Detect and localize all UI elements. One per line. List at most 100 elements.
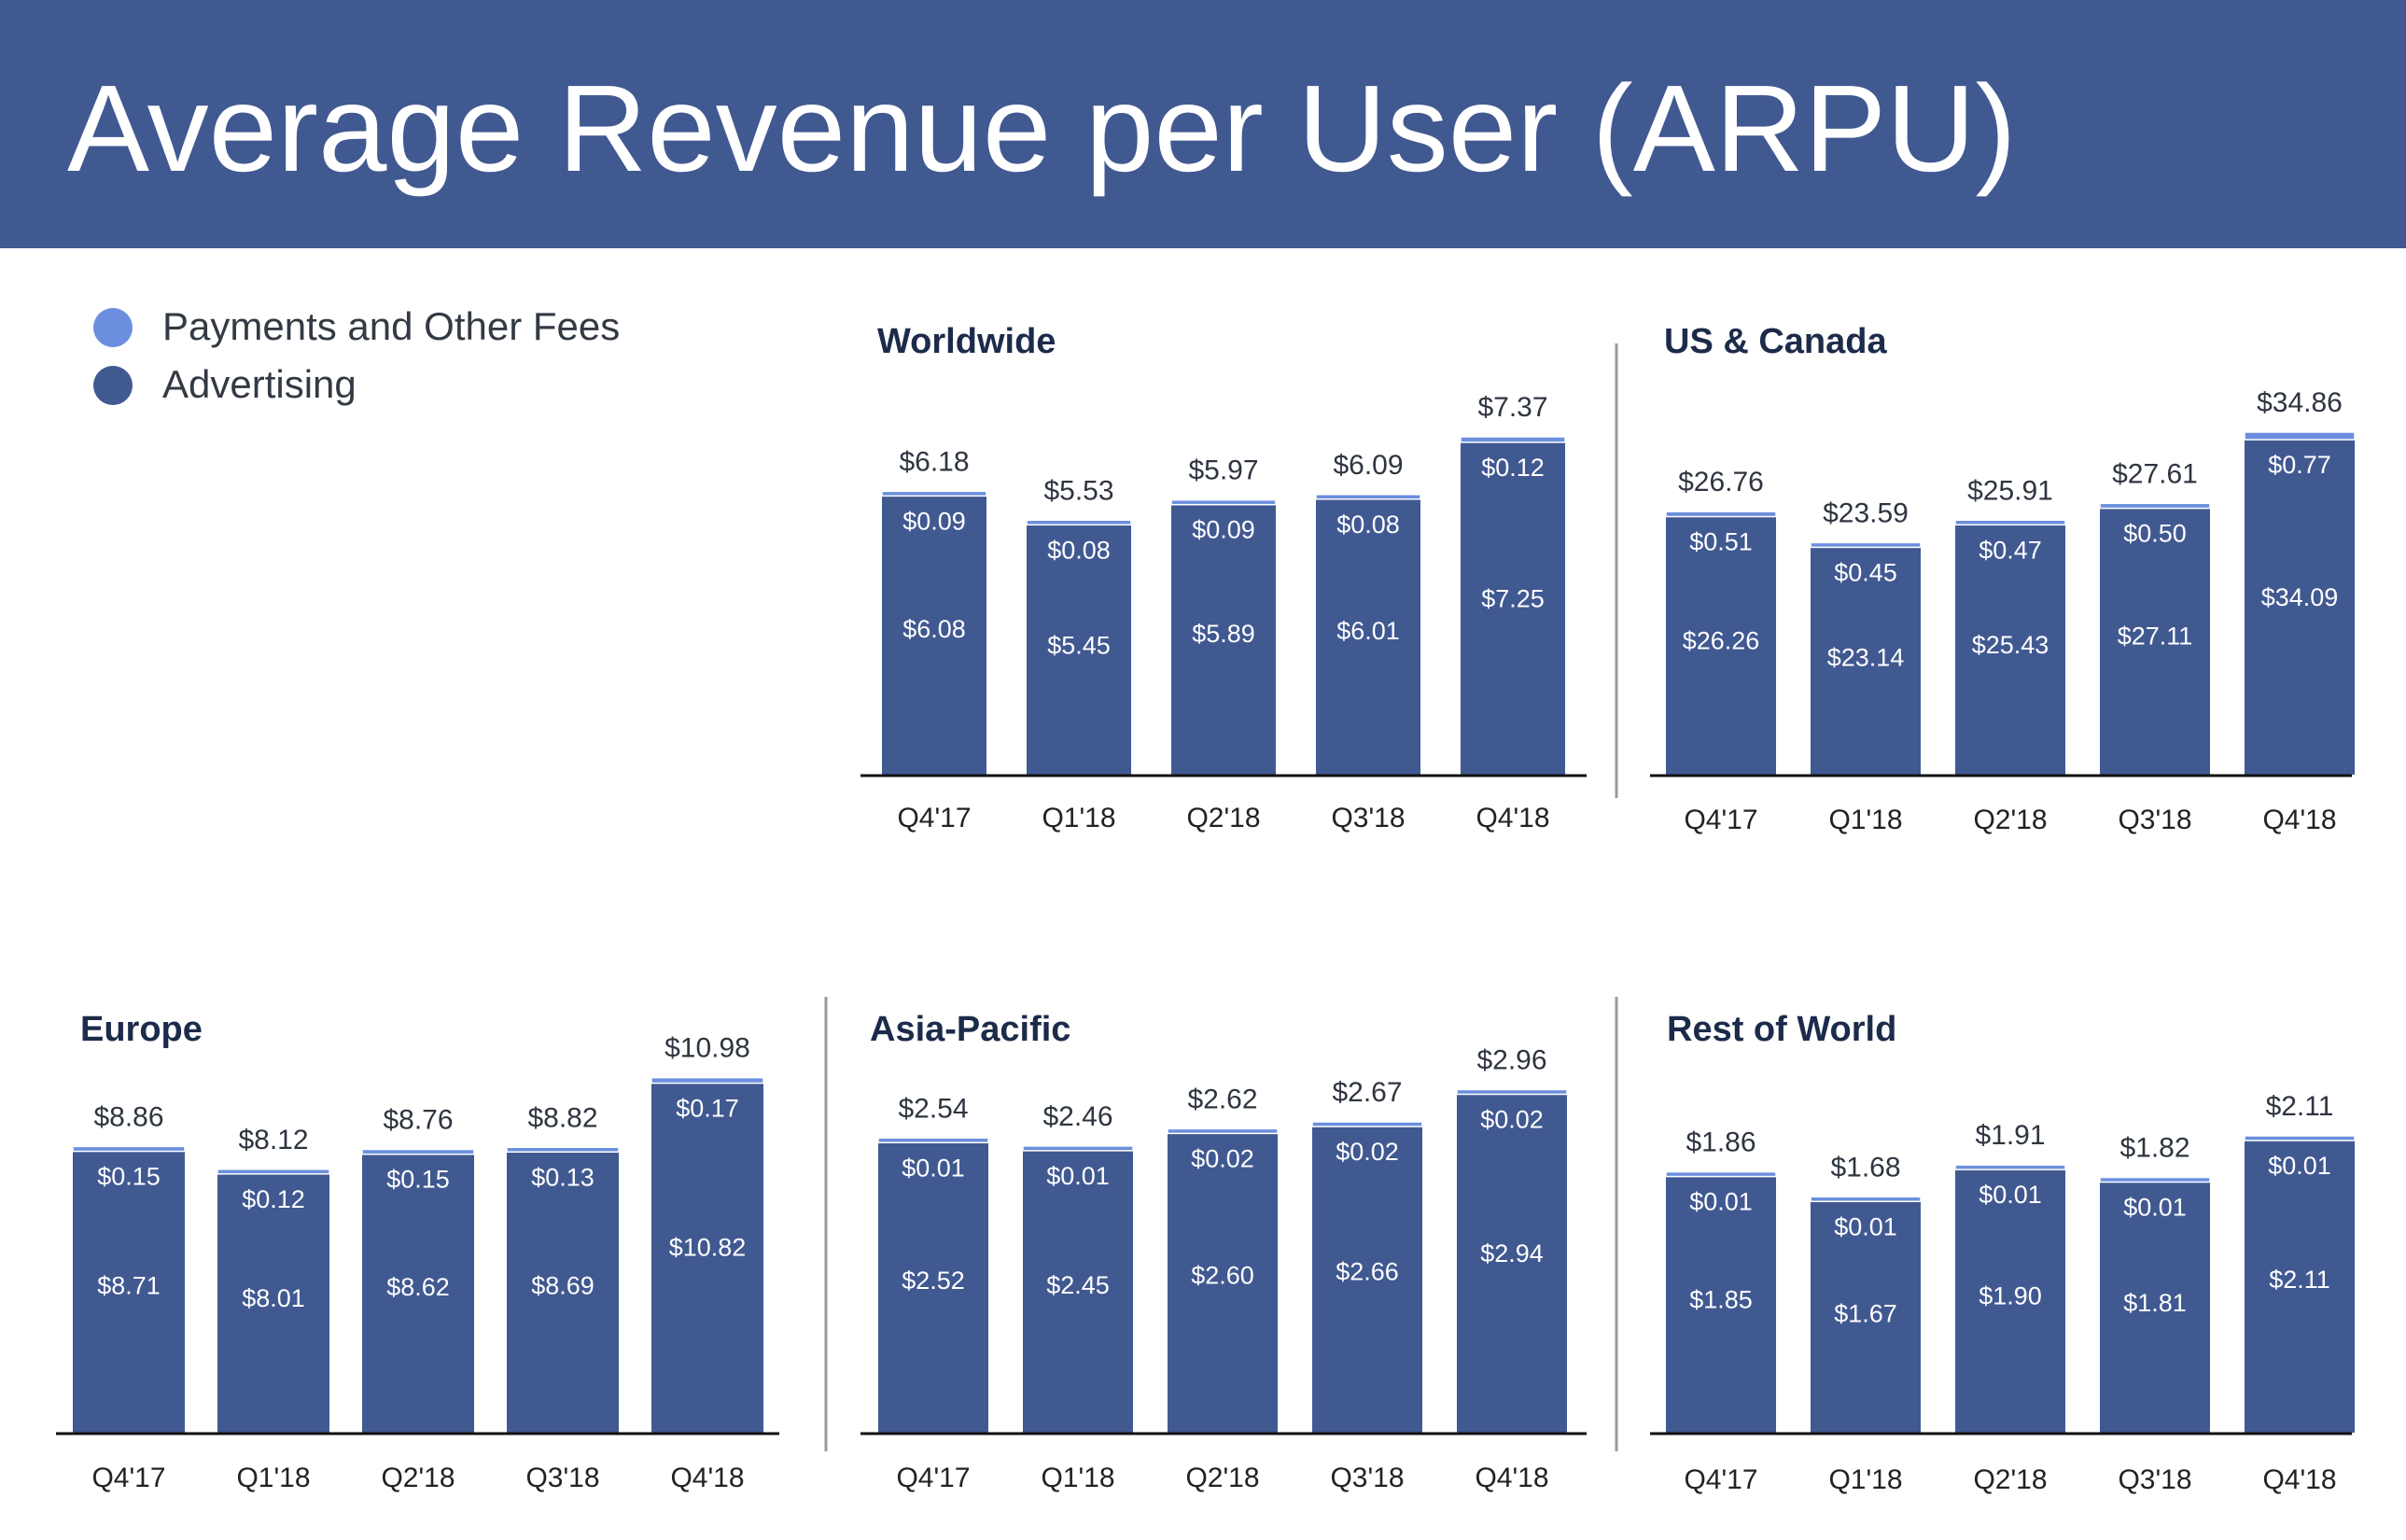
europe-payments-label-2: $0.12	[242, 1185, 305, 1213]
us-canada-advertising-label-4: $27.11	[2118, 622, 2193, 650]
us-canada-bar-advertising-4	[2100, 508, 2210, 775]
worldwide-advertising-label-5: $7.25	[1481, 585, 1545, 613]
rest-of-world-bar-payments-4	[2099, 1176, 2211, 1183]
europe-total-label-4: $8.82	[527, 1102, 597, 1133]
worldwide-bar-payments-4	[1315, 494, 1421, 500]
us-canada-payments-label-2: $0.45	[1834, 558, 1897, 586]
europe-payments-label-5: $0.17	[676, 1095, 739, 1123]
asia-pacific-bar-payments-4	[1311, 1121, 1423, 1127]
legend-dot-payments	[93, 308, 133, 347]
asia-pacific-total-label-3: $2.62	[1187, 1084, 1257, 1114]
asia-pacific-tick-label-3: Q2'18	[1185, 1463, 1259, 1493]
europe-total-label-3: $8.76	[383, 1104, 453, 1135]
europe-total-label-1: $8.86	[93, 1101, 163, 1132]
us-canada-payments-label-1: $0.51	[1689, 528, 1753, 556]
europe-advertising-label-4: $8.69	[531, 1272, 595, 1300]
rest-of-world-payments-label-3: $0.01	[1979, 1181, 2042, 1209]
europe-bar-advertising-2	[217, 1173, 329, 1433]
us-canada-total-label-5: $34.86	[2257, 387, 2343, 418]
asia-pacific-bar-advertising-1	[878, 1142, 988, 1433]
asia-pacific-payments-label-5: $0.02	[1480, 1105, 1544, 1133]
europe-advertising-label-5: $10.82	[669, 1233, 747, 1261]
worldwide-bar-advertising-5	[1461, 441, 1565, 775]
europe-tick-label-1: Q4'17	[91, 1463, 165, 1493]
asia-pacific-bar-advertising-5	[1457, 1094, 1567, 1433]
asia-pacific-bar-advertising-3	[1168, 1133, 1278, 1433]
europe-bar-advertising-1	[73, 1151, 185, 1433]
rest-of-world-bar-payments-1	[1665, 1170, 1777, 1178]
rest-of-world-payments-label-2: $0.01	[1834, 1212, 1897, 1240]
rest-of-world-advertising-label-3: $1.90	[1979, 1281, 2042, 1309]
rest-of-world-payments-label-4: $0.01	[2123, 1194, 2187, 1222]
europe-title: Europe	[80, 1010, 203, 1049]
europe-bar-advertising-5	[651, 1083, 763, 1433]
rest-of-world-bar-advertising-1	[1666, 1176, 1776, 1433]
europe-advertising-label-1: $8.71	[97, 1271, 161, 1299]
page-title: Average Revenue per User (ARPU)	[67, 60, 2017, 197]
worldwide-payments-label-1: $0.09	[902, 507, 966, 535]
europe-bar-payments-4	[506, 1146, 620, 1154]
asia-pacific-payments-label-2: $0.01	[1046, 1162, 1110, 1190]
us-canada-title: US & Canada	[1664, 322, 1887, 361]
us-canada-advertising-label-5: $34.09	[2261, 583, 2339, 611]
europe-total-label-2: $8.12	[238, 1125, 308, 1155]
us-canada-total-label-2: $23.59	[1823, 497, 1909, 528]
us-canada-bar-payments-1	[1665, 511, 1777, 518]
asia-pacific-payments-label-3: $0.02	[1191, 1144, 1254, 1172]
rest-of-world-advertising-label-5: $2.11	[2269, 1266, 2330, 1294]
asia-pacific-total-label-4: $2.67	[1332, 1077, 1402, 1108]
asia-pacific-tick-label-1: Q4'17	[896, 1463, 970, 1493]
worldwide-bar-advertising-4	[1316, 498, 1420, 775]
worldwide-bar-advertising-1	[882, 496, 986, 775]
europe-tick-label-4: Q3'18	[525, 1463, 599, 1493]
us-canada-advertising-label-2: $23.14	[1827, 644, 1905, 672]
us-canada-bar-advertising-5	[2245, 440, 2355, 775]
legend-label-payments: Payments and Other Fees	[162, 304, 621, 348]
asia-pacific-payments-label-1: $0.01	[902, 1154, 965, 1182]
worldwide-tick-label-3: Q2'18	[1186, 803, 1260, 833]
europe-bar-payments-5	[650, 1076, 764, 1085]
worldwide-payments-label-5: $0.12	[1481, 454, 1545, 482]
europe-bar-advertising-3	[362, 1154, 474, 1433]
asia-pacific-tick-label-2: Q1'18	[1041, 1463, 1114, 1493]
worldwide-tick-label-4: Q3'18	[1331, 803, 1405, 833]
worldwide-tick-label-1: Q4'17	[897, 803, 971, 833]
rest-of-world-total-label-3: $1.91	[1975, 1120, 2045, 1151]
worldwide-payments-label-3: $0.09	[1192, 516, 1255, 544]
asia-pacific-total-label-5: $2.96	[1476, 1044, 1546, 1075]
header-banner: Average Revenue per User (ARPU)	[0, 0, 2406, 248]
rest-of-world-payments-label-5: $0.01	[2268, 1152, 2331, 1180]
europe-total-label-5: $10.98	[664, 1033, 750, 1064]
us-canada-payments-label-3: $0.47	[1979, 536, 2042, 564]
europe-bar-payments-2	[217, 1169, 330, 1175]
us-canada-advertising-label-1: $26.26	[1683, 626, 1760, 654]
europe-payments-label-1: $0.15	[97, 1163, 161, 1191]
europe-advertising-label-3: $8.62	[386, 1273, 450, 1301]
rest-of-world-title: Rest of World	[1667, 1010, 1896, 1049]
worldwide-bar-advertising-3	[1171, 504, 1276, 775]
rest-of-world-total-label-5: $2.11	[2266, 1091, 2334, 1122]
europe-tick-label-3: Q2'18	[381, 1463, 455, 1493]
us-canada-bar-payments-4	[2099, 502, 2211, 510]
worldwide-bar-advertising-2	[1027, 525, 1131, 775]
us-canada-bar-payments-3	[1954, 519, 2066, 526]
us-canada-total-label-3: $25.91	[1967, 475, 2053, 506]
rest-of-world-bar-payments-2	[1810, 1196, 1922, 1203]
us-canada-tick-label-4: Q3'18	[2118, 805, 2191, 835]
asia-pacific-advertising-label-4: $2.66	[1336, 1257, 1399, 1285]
rest-of-world-tick-label-2: Q1'18	[1828, 1464, 1902, 1495]
us-canada-bar-advertising-3	[1955, 525, 2065, 775]
rest-of-world-tick-label-4: Q3'18	[2118, 1464, 2191, 1495]
rest-of-world-bar-payments-3	[1954, 1164, 2066, 1170]
asia-pacific-bar-advertising-2	[1023, 1150, 1133, 1433]
us-canada-total-label-1: $26.76	[1678, 467, 1764, 497]
asia-pacific-tick-label-5: Q4'18	[1475, 1463, 1548, 1493]
asia-pacific-advertising-label-5: $2.94	[1480, 1239, 1544, 1267]
asia-pacific-bar-payments-5	[1456, 1088, 1568, 1096]
worldwide-bar-payments-1	[881, 490, 987, 497]
worldwide-bar-payments-3	[1170, 498, 1277, 506]
legend-dot-advertising	[93, 366, 133, 405]
worldwide-advertising-label-2: $5.45	[1047, 631, 1111, 659]
asia-pacific-payments-label-4: $0.02	[1336, 1138, 1399, 1166]
